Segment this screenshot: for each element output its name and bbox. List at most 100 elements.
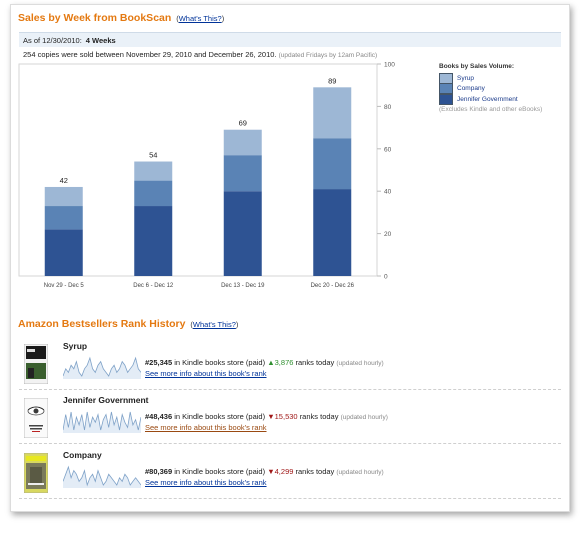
chart-legend: Books by Sales Volume: Syrup Company Jenni… xyxy=(439,63,542,113)
legend-item: Syrup xyxy=(439,72,542,84)
as-of-bar: As of 12/30/2010: 4 Weeks xyxy=(19,32,561,47)
syrup-book-cover[interactable] xyxy=(23,343,49,385)
more-info-link[interactable]: See more info about this book's rank xyxy=(145,369,267,378)
sales-whats-this-link[interactable]: What's This? xyxy=(178,14,222,23)
more-info-link[interactable]: See more info about this book's rank xyxy=(145,478,267,487)
rank-change-suffix: ranks today xyxy=(295,358,335,367)
rank-change-suffix: ranks today xyxy=(299,412,339,421)
row-divider xyxy=(19,443,561,444)
legend-swatch xyxy=(439,83,453,94)
bar-segment xyxy=(44,186,83,207)
company-book-cover[interactable] xyxy=(23,452,49,494)
rank-up-arrow-icon: ▲ xyxy=(267,358,275,367)
bar-segment xyxy=(223,191,262,276)
sparkline-line xyxy=(63,356,141,377)
legend-title: Books by Sales Volume: xyxy=(439,63,515,70)
x-tick-label: Nov 29 - Dec 5 xyxy=(44,283,85,289)
rank-value: #48,436 xyxy=(145,412,173,421)
legend-label: Syrup xyxy=(457,74,474,82)
rank-row-syrup: Syrup #25,345 in Kindle books store (pai… xyxy=(19,338,561,390)
rank-store: in Kindle books store (paid) xyxy=(174,467,266,476)
bar-segment xyxy=(134,206,173,276)
x-tick-label: Dec 6 - Dec 12 xyxy=(133,283,174,289)
rank-change: 4,299 xyxy=(274,467,294,476)
sold-summary: 254 copies were sold between November 29… xyxy=(23,50,377,59)
bar-segment xyxy=(223,155,262,192)
sparkline-area xyxy=(63,467,141,488)
sales-section-title: Sales by Week from BookScan (What's This… xyxy=(18,12,224,24)
sold-update-note: (updated Fridays by 12am Pacific) xyxy=(278,52,378,59)
book-title: Syrup xyxy=(63,341,88,351)
y-tick-label: 100 xyxy=(384,62,395,69)
rank-section-title: Amazon Bestsellers Rank History (What's … xyxy=(18,318,238,330)
rank-help: (What's This?) xyxy=(190,320,239,329)
rank-store: in Kindle books store (paid) xyxy=(174,358,266,367)
rank-sparkline xyxy=(63,411,141,433)
sales-chart: 0 20 40 60 80 100 42 Nov 29 - Dec 5 54 Dec 6 - De… xyxy=(18,62,395,289)
rank-store: in Kindle books store (paid) xyxy=(174,412,266,421)
legend-note: (Excludes Kindle and other eBooks) xyxy=(439,106,543,113)
x-tick-label: Dec 20 - Dec 26 xyxy=(311,283,355,289)
bar-segment xyxy=(134,180,173,207)
sparkline-area xyxy=(63,412,141,433)
legend-swatch xyxy=(439,72,453,84)
bar-segment xyxy=(44,229,83,276)
bar-total-label: 54 xyxy=(149,151,157,160)
y-tick-label: 40 xyxy=(384,189,392,196)
sparkline-line xyxy=(63,411,141,431)
rank-updated-note: (updated hourly) xyxy=(336,469,384,476)
bar-segment xyxy=(44,206,83,230)
rank-value: #80,369 xyxy=(145,467,173,476)
legend-item: Jennifer Government xyxy=(439,93,542,105)
rank-updated-note: (updated hourly) xyxy=(340,414,388,421)
rank-row-jennifer-government: Jennifer Government #48,436 in Kindle bo… xyxy=(19,392,561,444)
rank-down-arrow-icon: ▼ xyxy=(267,412,275,421)
bar-segment xyxy=(313,138,352,190)
row-divider xyxy=(19,498,561,499)
book-title: Jennifer Government xyxy=(63,395,149,405)
row-divider xyxy=(19,389,561,390)
as-of-value: 4 Weeks xyxy=(85,36,116,45)
y-tick-label: 60 xyxy=(384,146,392,153)
legend-item: Company xyxy=(439,83,542,94)
jennifer-government-book-cover[interactable] xyxy=(23,397,49,439)
rank-line: #80,369 in Kindle books store (paid) ▼4,… xyxy=(145,467,384,476)
rank-change: 15,530 xyxy=(274,412,298,421)
legend-swatch xyxy=(439,93,453,105)
rank-change: 3,876 xyxy=(274,358,294,367)
rank-value: #25,345 xyxy=(145,358,173,367)
sold-text: 254 copies were sold between November 29… xyxy=(23,50,277,59)
rank-updated-note: (updated hourly) xyxy=(336,360,384,367)
y-tick-label: 20 xyxy=(384,231,392,238)
y-tick-label: 80 xyxy=(384,104,392,111)
rank-down-arrow-icon: ▼ xyxy=(267,467,275,476)
rank-title-text: Amazon Bestsellers Rank History xyxy=(18,318,186,330)
rank-line: #25,345 in Kindle books store (paid) ▲3,… xyxy=(145,358,384,367)
bar-segment xyxy=(223,129,262,156)
sparkline-area xyxy=(63,358,141,379)
bar-total-label: 89 xyxy=(328,76,336,85)
bar-segment xyxy=(313,87,352,139)
legend-label: Company xyxy=(457,85,485,92)
sales-help: (What's This?) xyxy=(176,14,225,23)
bar-total-label: 69 xyxy=(239,119,247,128)
plot-frame xyxy=(18,63,378,277)
bookscan-card: Sales by Week from BookScan (What's This… xyxy=(10,4,570,512)
rank-change-suffix: ranks today xyxy=(295,467,335,476)
bar-segment xyxy=(313,189,352,276)
x-tick-label: Dec 13 - Dec 19 xyxy=(221,283,265,289)
sales-title-text: Sales by Week from BookScan xyxy=(18,12,172,24)
bar-segment xyxy=(134,161,173,181)
rank-sparkline xyxy=(63,356,141,379)
rank-whats-this-link[interactable]: What's This? xyxy=(192,320,236,329)
book-title: Company xyxy=(63,450,102,460)
rank-row-company: Company #80,369 in Kindle books store (p… xyxy=(19,447,561,499)
sparkline-line xyxy=(63,465,141,487)
rank-sparkline xyxy=(63,465,141,488)
rank-line: #48,436 in Kindle books store (paid) ▼15… xyxy=(145,412,388,421)
as-of-label: As of 12/30/2010: xyxy=(23,36,82,45)
more-info-link[interactable]: See more info about this book's rank xyxy=(145,423,267,432)
legend-label: Jennifer Government xyxy=(457,95,518,103)
y-tick-label: 0 xyxy=(384,274,388,281)
bar-total-label: 42 xyxy=(60,176,68,185)
